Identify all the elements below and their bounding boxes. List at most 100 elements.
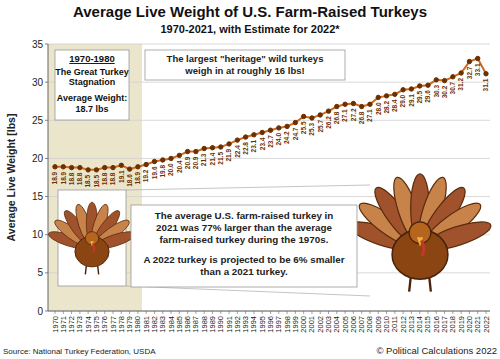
data-label: 25.3 xyxy=(308,123,315,136)
data-point xyxy=(384,94,388,98)
data-label: 19.1 xyxy=(118,170,125,183)
x-tick xyxy=(71,311,72,314)
background xyxy=(0,0,500,359)
title: Average Live Weight of U.S. Farm-Raised … xyxy=(73,3,427,20)
turkey-wattle xyxy=(93,243,94,253)
data-label: 26.8 xyxy=(358,111,365,124)
x-tick xyxy=(262,311,263,314)
data-point xyxy=(69,165,73,169)
data-label: 18.9 xyxy=(51,171,58,184)
data-label: 24.0 xyxy=(275,133,282,146)
annotation-text: than a 2021 turkey. xyxy=(200,266,288,277)
data-point xyxy=(351,101,355,105)
x-tick xyxy=(146,311,147,314)
data-point xyxy=(177,153,181,157)
y-axis xyxy=(48,44,49,311)
x-tick xyxy=(253,311,254,314)
x-tick xyxy=(55,311,56,314)
x-tick xyxy=(353,311,354,314)
x-tick xyxy=(320,311,321,314)
x-tick xyxy=(79,311,80,314)
x-tick xyxy=(287,311,288,314)
y-tick-label: 10 xyxy=(32,229,44,240)
data-label: 30.2 xyxy=(441,85,448,98)
x-tick xyxy=(88,311,89,314)
data-label: 22.4 xyxy=(234,145,241,158)
data-label: 29.6 xyxy=(424,90,431,103)
data-label: 31.1 xyxy=(482,78,489,91)
x-tick xyxy=(137,311,138,314)
data-point xyxy=(393,92,397,96)
data-label: 21.9 xyxy=(225,149,232,162)
annotation-text: The Great Turkey xyxy=(55,67,128,77)
data-point xyxy=(359,104,363,108)
data-point xyxy=(127,167,131,171)
data-point xyxy=(53,165,57,169)
data-point xyxy=(268,128,272,132)
x-tick xyxy=(403,311,404,314)
turkey-illustration xyxy=(346,174,493,292)
turkey-leg xyxy=(409,278,411,292)
annotation-box xyxy=(55,50,129,120)
annotation-text: weigh in at roughly 16 lbs! xyxy=(184,65,304,76)
data-point xyxy=(451,75,455,79)
turkey-illustration xyxy=(47,202,137,274)
data-label: 19.8 xyxy=(159,165,166,178)
data-point xyxy=(260,130,264,134)
data-label: 21.4 xyxy=(209,152,216,165)
data-point xyxy=(318,113,322,117)
x-tick xyxy=(477,311,478,314)
data-label: 21.3 xyxy=(200,153,207,166)
stagnation-shading xyxy=(48,44,142,311)
y-tick-label: 5 xyxy=(37,267,43,278)
data-label: 23.7 xyxy=(267,135,274,148)
data-point xyxy=(409,87,413,91)
data-point xyxy=(227,142,231,146)
data-label: 20.4 xyxy=(176,160,183,173)
x-tick xyxy=(270,311,271,314)
copyright: © Political Calculations 2022 xyxy=(376,345,497,356)
x-tick xyxy=(427,311,428,314)
data-point xyxy=(376,95,380,99)
x-tick xyxy=(220,311,221,314)
data-point xyxy=(301,114,305,118)
data-label: 21.5 xyxy=(217,152,224,165)
x-tick xyxy=(63,311,64,314)
data-label: 20.9 xyxy=(184,156,191,169)
connector-line xyxy=(126,185,370,190)
annotation-text: 2021 was 77% larger than the average xyxy=(156,222,332,233)
data-point xyxy=(252,133,256,137)
data-label: 18.8 xyxy=(101,172,108,185)
data-point xyxy=(293,120,297,124)
x-tick xyxy=(245,311,246,314)
x-tick xyxy=(195,311,196,314)
data-point xyxy=(426,83,430,87)
data-point xyxy=(61,165,65,169)
data-point xyxy=(335,104,339,108)
data-label: 29.0 xyxy=(399,94,406,107)
data-point xyxy=(401,88,405,92)
data-label: 25.7 xyxy=(317,120,324,133)
data-label: 20.9 xyxy=(192,156,199,169)
x-tick xyxy=(278,311,279,314)
x-tick xyxy=(411,311,412,314)
data-point xyxy=(194,149,198,153)
x-tick xyxy=(436,311,437,314)
x-tick xyxy=(361,311,362,314)
data-label: 18.6 xyxy=(126,174,133,187)
x-tick xyxy=(237,311,238,314)
data-point xyxy=(169,156,173,160)
data-point xyxy=(235,138,239,142)
data-point xyxy=(78,165,82,169)
data-point xyxy=(161,158,165,162)
x-tick xyxy=(345,311,346,314)
data-label: 31.2 xyxy=(457,78,464,91)
x-tick-label: 2022 xyxy=(482,316,491,333)
x-tick xyxy=(121,311,122,314)
data-label: 18.8 xyxy=(109,172,116,185)
data-label: 19.2 xyxy=(142,169,149,182)
data-label: 28.0 xyxy=(375,102,382,115)
data-point xyxy=(467,59,471,63)
data-label: 18.8 xyxy=(76,172,83,185)
data-point xyxy=(243,135,247,139)
